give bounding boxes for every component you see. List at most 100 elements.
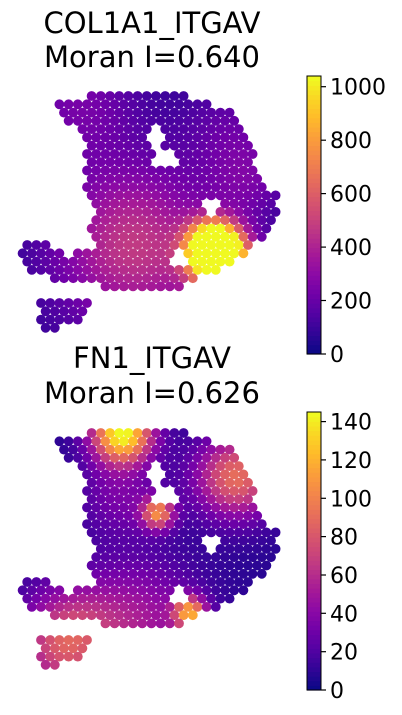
spot: [210, 585, 221, 596]
spot: [151, 577, 161, 587]
colorbar-gradient-segment: [307, 113, 321, 119]
colorbar-gradient-segment: [307, 676, 321, 682]
spot: [169, 207, 180, 217]
colorbar-tick-label: 140: [330, 411, 372, 436]
spot: [160, 510, 171, 521]
spot: [114, 207, 125, 217]
spot: [95, 107, 106, 118]
spot: [174, 198, 184, 209]
spot: [151, 173, 161, 184]
spot: [137, 215, 148, 226]
spot: [128, 436, 138, 447]
spot: [31, 240, 42, 250]
spot: [86, 444, 97, 455]
spot: [100, 602, 111, 612]
spot: [220, 248, 230, 259]
spot: [197, 527, 207, 538]
spot: [224, 527, 235, 538]
colorbar-frame: [306, 75, 322, 355]
spot: [54, 651, 65, 662]
spot: [132, 256, 143, 267]
spot: [86, 510, 97, 521]
spot: [123, 444, 134, 455]
spot: [132, 207, 143, 217]
spot: [100, 182, 111, 193]
colorbar-tick-label: 80: [330, 526, 358, 551]
spot: [105, 593, 115, 604]
spot: [178, 207, 189, 217]
spot: [215, 527, 226, 538]
colorbar-gradient-segment: [307, 425, 321, 432]
spot: [206, 444, 217, 455]
spot: [141, 428, 152, 438]
spot: [224, 173, 235, 184]
spot: [164, 535, 175, 546]
spot: [95, 223, 106, 234]
spot: [59, 444, 69, 455]
spot: [183, 602, 194, 612]
spot: [82, 452, 92, 463]
spot: [220, 198, 230, 209]
spot: [247, 486, 258, 496]
spot: [141, 140, 152, 151]
spot: [197, 173, 207, 184]
spot: [109, 502, 120, 513]
spot: [155, 452, 166, 463]
spot: [215, 510, 226, 521]
spot: [72, 651, 83, 662]
spot-grid: [17, 91, 281, 333]
spot: [229, 502, 240, 513]
spot: [137, 502, 148, 513]
spot: [243, 173, 253, 184]
spot: [160, 173, 171, 184]
spot: [105, 444, 115, 455]
colorbar-gradient-segment: [307, 145, 321, 151]
spot: [243, 223, 253, 234]
spot: [118, 99, 129, 110]
spot: [220, 452, 230, 463]
spot: [72, 314, 83, 325]
colorbar-gradient-segment: [307, 284, 321, 290]
spot: [224, 477, 235, 488]
spot: [114, 477, 125, 488]
colorbar-gradient-segment: [307, 219, 321, 225]
spot: [123, 173, 134, 184]
spot: [215, 157, 226, 168]
spot: [201, 502, 212, 513]
spot: [141, 173, 152, 184]
spot: [155, 602, 166, 612]
spot: [201, 452, 212, 463]
spot: [95, 273, 106, 284]
spot: [22, 593, 33, 604]
spot: [114, 223, 125, 234]
spot: [45, 635, 56, 645]
spot: [105, 494, 115, 505]
spot: [118, 115, 129, 126]
spot: [109, 182, 120, 193]
colorbar-gradient-segment: [307, 316, 321, 323]
spot: [49, 322, 60, 333]
spot: [132, 273, 143, 284]
spot: [164, 436, 175, 447]
spot: [169, 510, 180, 521]
spot: [233, 510, 244, 521]
colorbar-gradient-segment: [307, 80, 321, 86]
spot: [183, 115, 194, 126]
spot: [229, 486, 240, 496]
spot: [192, 436, 203, 447]
spot: [224, 560, 235, 571]
spot: [128, 502, 138, 513]
spot: [192, 568, 203, 579]
spot: [109, 585, 120, 596]
colorbar-gradient-segment: [307, 312, 321, 318]
spot: [91, 231, 102, 242]
spot: [114, 494, 125, 505]
spot: [109, 198, 120, 209]
spot: [247, 535, 258, 546]
colorbar-gradient-segment: [307, 639, 321, 645]
spot: [155, 281, 166, 292]
spot: [91, 552, 102, 563]
spot: [178, 273, 189, 284]
panel-title-line1: COL1A1_ITGAV: [43, 6, 260, 40]
spot: [86, 610, 97, 621]
